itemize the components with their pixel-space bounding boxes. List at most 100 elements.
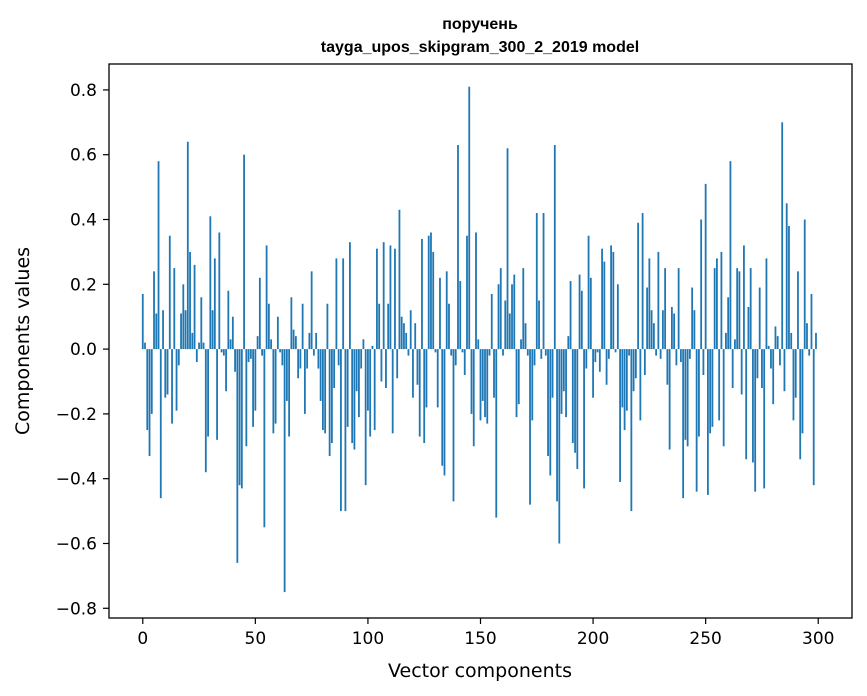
- bar: [601, 248, 603, 350]
- y-tick-label: 0.4: [70, 211, 97, 231]
- bar: [405, 332, 408, 350]
- bar: [297, 349, 300, 379]
- bar: [349, 242, 351, 350]
- bar: [412, 349, 414, 398]
- bar: [353, 349, 356, 450]
- bar: [722, 349, 725, 447]
- bar: [628, 349, 630, 356]
- bar: [797, 271, 799, 350]
- bar: [245, 349, 248, 447]
- y-tick-label: −0.6: [56, 534, 97, 554]
- bar: [209, 216, 212, 350]
- bar: [578, 274, 581, 350]
- bar: [340, 349, 342, 512]
- bar: [612, 251, 615, 350]
- bar: [713, 268, 716, 350]
- bar: [803, 219, 806, 350]
- bar: [385, 349, 387, 388]
- bar: [493, 349, 495, 398]
- bar: [472, 349, 475, 447]
- bar: [637, 222, 640, 350]
- bar: [263, 349, 266, 528]
- bar: [211, 310, 214, 350]
- bar: [504, 300, 507, 350]
- bar: [718, 349, 721, 421]
- bar: [731, 349, 734, 388]
- bar: [247, 349, 250, 363]
- bar: [308, 332, 311, 350]
- bar: [396, 349, 399, 379]
- bar: [249, 349, 252, 359]
- bar: [594, 349, 597, 363]
- bar: [276, 316, 279, 350]
- bar: [551, 349, 554, 398]
- bar: [607, 349, 610, 359]
- bar: [342, 258, 345, 350]
- bar: [763, 349, 766, 489]
- bar: [619, 349, 621, 482]
- bar: [364, 349, 367, 486]
- bar: [236, 349, 239, 563]
- bar: [598, 349, 601, 372]
- bar: [720, 251, 723, 350]
- bar: [580, 290, 583, 350]
- bar: [189, 251, 191, 350]
- bar: [234, 349, 236, 372]
- bar: [752, 349, 754, 463]
- bar: [758, 287, 761, 350]
- bar: [186, 141, 189, 350]
- bar: [655, 349, 658, 356]
- bar: [195, 349, 198, 363]
- bar: [184, 310, 187, 350]
- bar: [222, 349, 225, 356]
- bar: [621, 349, 624, 408]
- bar: [216, 349, 218, 440]
- bar: [272, 349, 275, 434]
- bar: [191, 332, 194, 350]
- bar: [202, 342, 205, 350]
- bar: [331, 349, 333, 444]
- bar: [531, 349, 534, 421]
- bar: [270, 339, 273, 350]
- bar: [256, 336, 259, 350]
- bar: [416, 349, 419, 385]
- bar: [200, 297, 203, 350]
- bar: [596, 349, 599, 353]
- bar: [394, 248, 396, 350]
- bar: [225, 349, 227, 392]
- bar: [558, 349, 561, 544]
- bar: [414, 323, 417, 350]
- bar: [569, 281, 572, 350]
- y-tick-label: −0.4: [56, 470, 97, 490]
- bar: [812, 349, 815, 486]
- bar: [315, 332, 318, 350]
- bar: [436, 349, 439, 408]
- bar: [333, 349, 336, 388]
- bar: [254, 349, 257, 411]
- bar: [630, 349, 633, 512]
- bar: [468, 86, 471, 350]
- y-tick-label: 0.6: [70, 146, 97, 166]
- bar: [605, 349, 608, 385]
- bar: [378, 303, 381, 350]
- bar: [641, 213, 644, 350]
- bar: [299, 349, 302, 369]
- bar: [475, 232, 477, 350]
- x-tick-label: 150: [464, 629, 496, 649]
- bar: [301, 303, 304, 350]
- bar: [238, 349, 241, 486]
- bar: [362, 339, 365, 350]
- bar: [380, 349, 383, 382]
- bar: [213, 258, 216, 350]
- bar: [526, 349, 529, 356]
- bar: [592, 349, 594, 398]
- bar: [743, 245, 745, 350]
- bar: [182, 284, 185, 350]
- bar: [623, 349, 626, 431]
- bar: [146, 349, 149, 431]
- bar: [781, 122, 784, 350]
- bar: [321, 349, 324, 431]
- bar: [335, 258, 338, 350]
